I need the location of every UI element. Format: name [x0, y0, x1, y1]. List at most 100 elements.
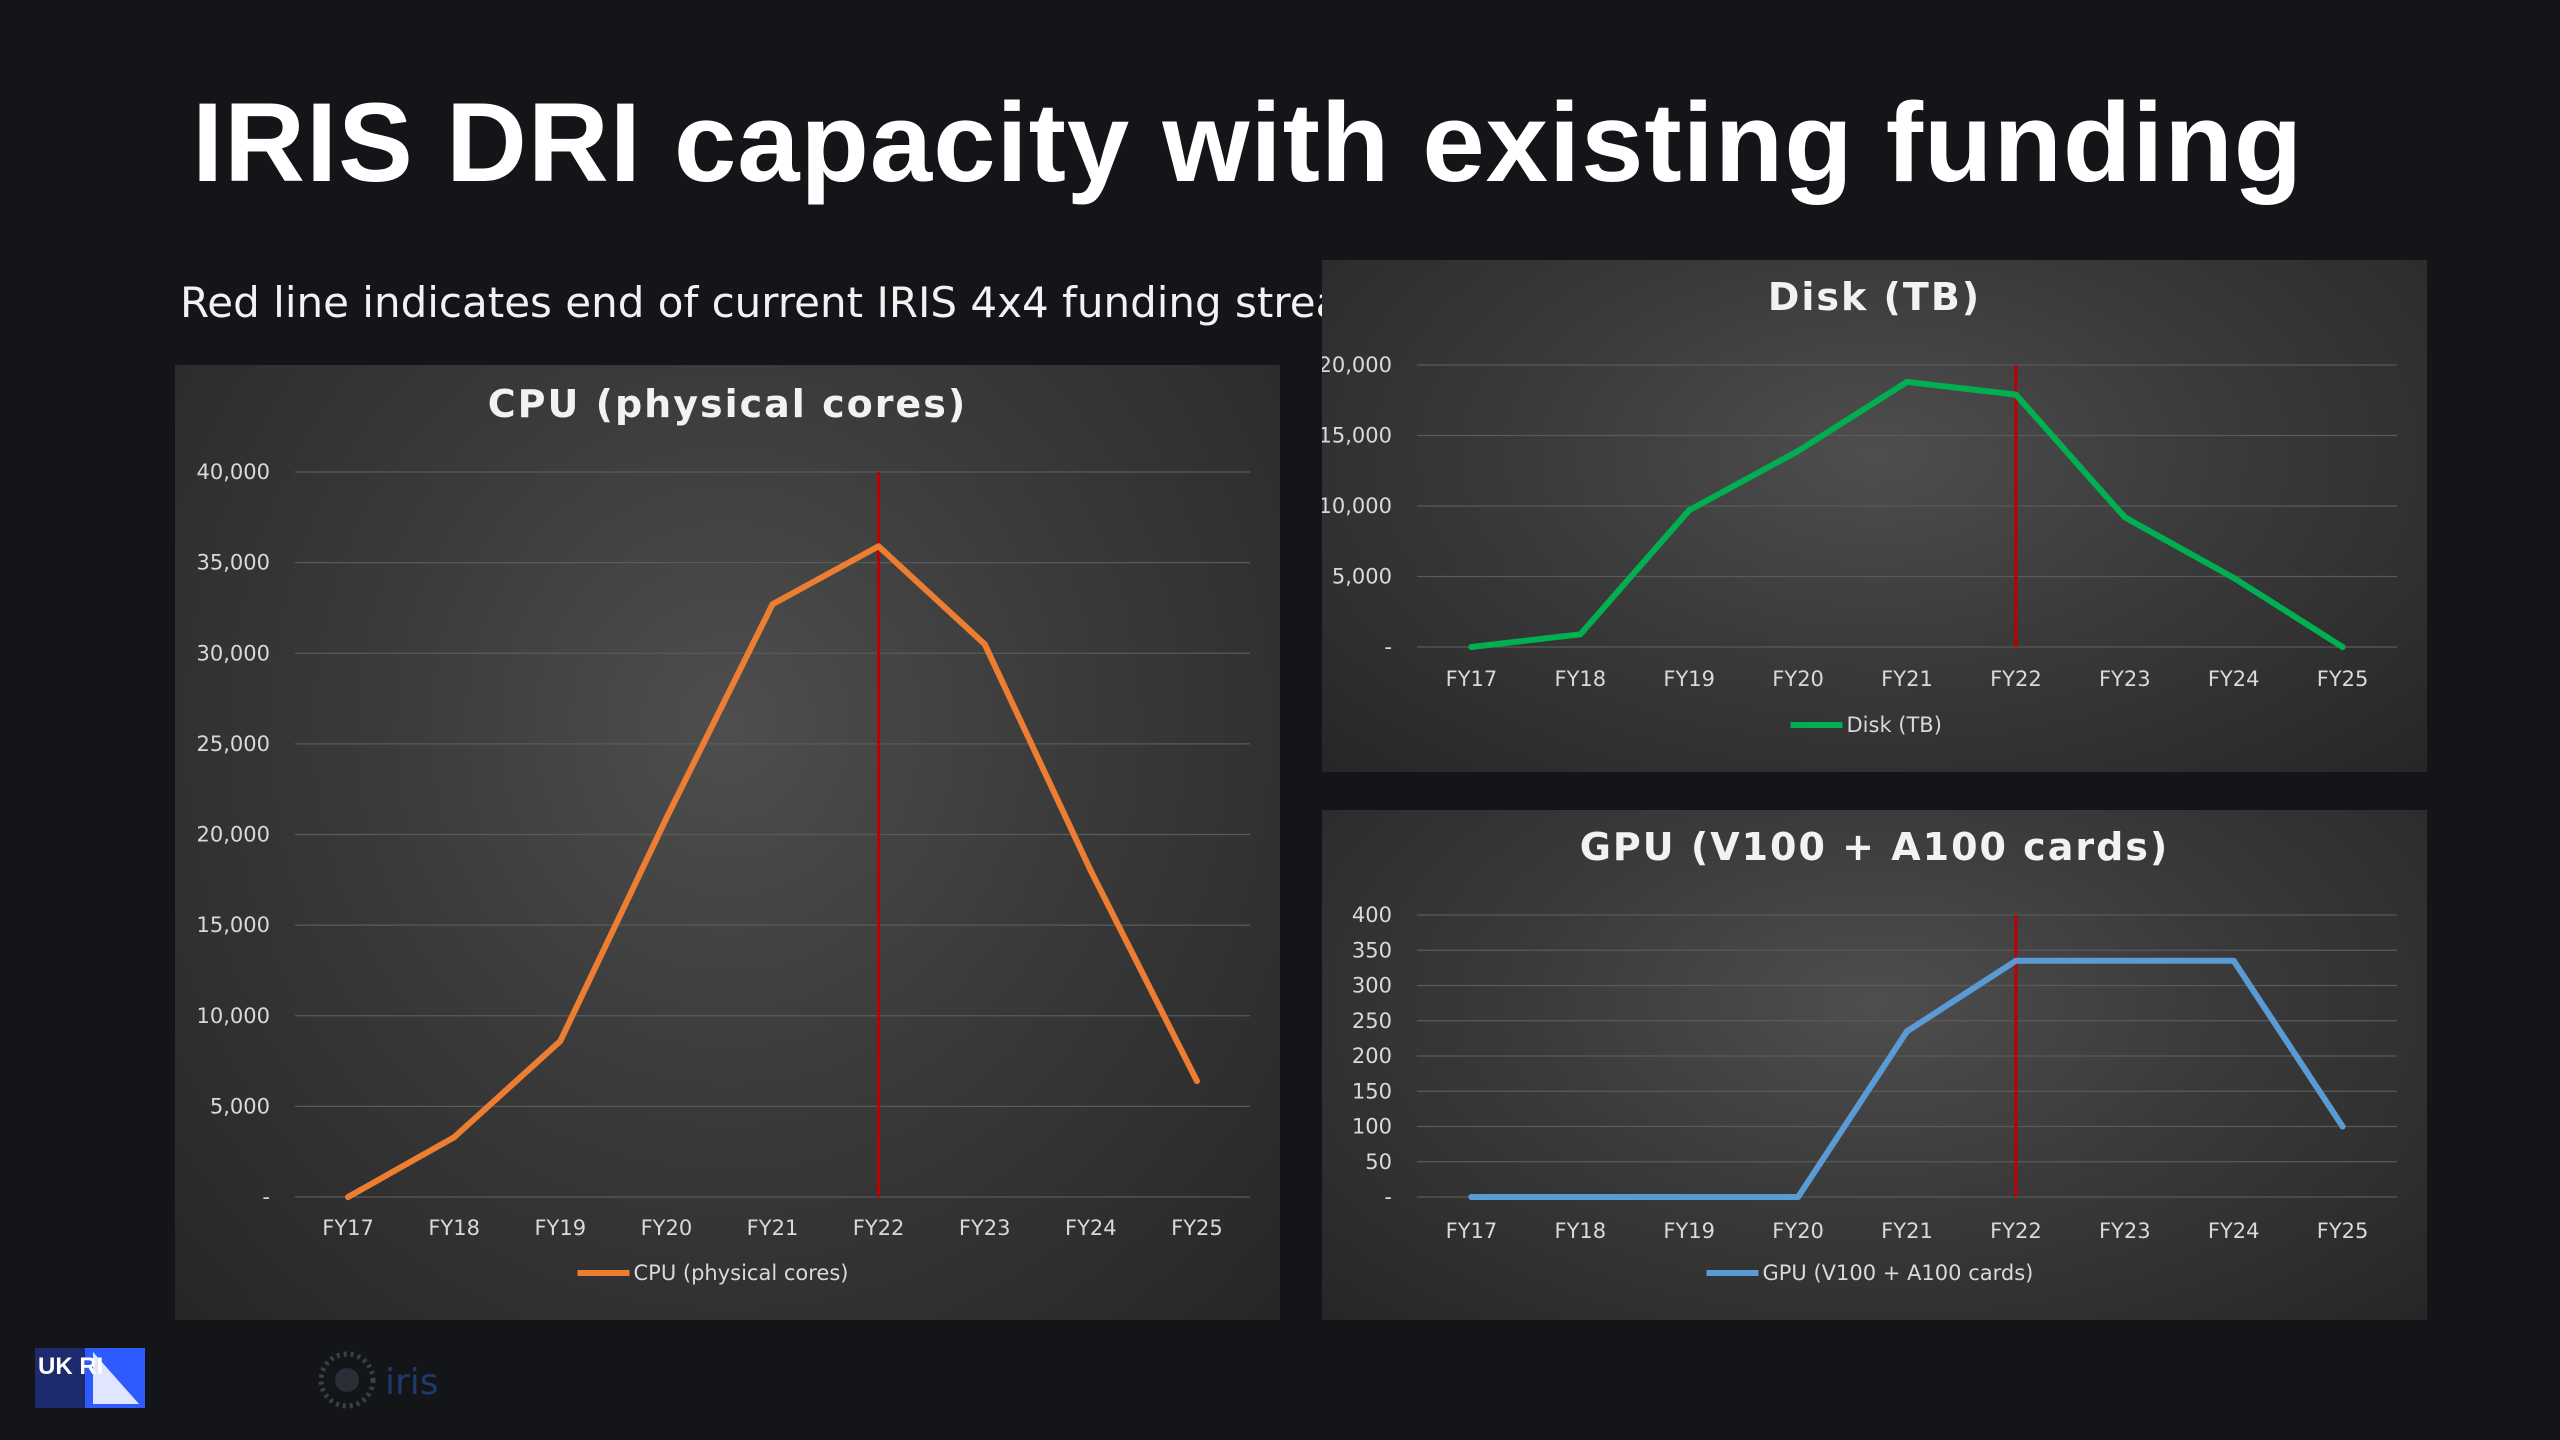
slide-subtitle: Red line indicates end of current IRIS 4… — [180, 278, 1383, 327]
cpu-chart-panel: CPU (physical cores) - 5,000 10,000 15,000 20… — [175, 365, 1280, 1320]
cpu-y-tick-label: 10,000 — [197, 1004, 270, 1028]
gpu-y-tick-label: 50 — [1365, 1150, 1392, 1174]
disk-data-point — [1904, 378, 1910, 385]
disk-x-tick-label: FY21 — [1881, 667, 1933, 691]
cpu-chart-title: CPU (physical cores) — [488, 382, 967, 426]
gpu-y-tick-label: 300 — [1352, 974, 1392, 998]
gpu-data-point — [1795, 1194, 1802, 1200]
iris-logo-core — [335, 1368, 359, 1392]
disk-x-tick-label: FY18 — [1555, 667, 1607, 691]
gpu-data-point — [1686, 1194, 1693, 1200]
gpu-y-tick-label: 250 — [1352, 1009, 1392, 1033]
disk-x-tick-label: FY22 — [1990, 667, 2042, 691]
cpu-data-point — [875, 543, 882, 550]
ukri-logo-block — [35, 1348, 85, 1408]
gpu-x-tick-label: FY18 — [1555, 1219, 1607, 1243]
disk-data-point — [1795, 448, 1802, 455]
disk-data-point — [2121, 514, 2128, 521]
gpu-x-tick-label: FY23 — [2099, 1219, 2151, 1243]
iris-logo-ring — [318, 1351, 376, 1409]
gpu-data-point — [1468, 1194, 1475, 1200]
cpu-x-tick-label: FY25 — [1171, 1216, 1223, 1240]
gpu-data-point — [2230, 957, 2237, 964]
cpu-x-tick-label: FY21 — [747, 1216, 799, 1240]
gpu-y-tick-label: - — [1384, 1185, 1392, 1209]
cpu-x-tick-label: FY22 — [853, 1216, 905, 1240]
disk-x-tick-label: FY19 — [1663, 667, 1715, 691]
disk-x-tick-label: FY24 — [2208, 667, 2260, 691]
gpu-y-tick-label: 400 — [1352, 903, 1392, 927]
disk-y-tick-label: 10,000 — [1322, 494, 1392, 518]
cpu-chart: CPU (physical cores) - 5,000 10,000 15,000 20… — [197, 382, 1250, 1285]
gpu-x-tick-label: FY17 — [1446, 1219, 1498, 1243]
disk-x-tick-label: FY25 — [2317, 667, 2369, 691]
disk-data-point — [2012, 391, 2019, 398]
cpu-x-tick-label: FY23 — [959, 1216, 1011, 1240]
disk-data-point — [1686, 507, 1693, 514]
cpu-data-point — [1087, 867, 1094, 874]
gpu-y-tick-label: 150 — [1352, 1079, 1392, 1103]
cpu-series-line — [345, 543, 1200, 1200]
cpu-legend-label: CPU (physical cores) — [634, 1261, 849, 1285]
disk-data-point — [1468, 644, 1475, 650]
gpu-x-tick-label: FY20 — [1772, 1219, 1824, 1243]
disk-y-tick-label: 15,000 — [1322, 424, 1392, 448]
disk-x-tick-label: FY20 — [1772, 667, 1824, 691]
cpu-data-point — [981, 641, 988, 648]
gpu-x-tick-label: FY22 — [1990, 1219, 2042, 1243]
gpu-y-tick-label: 100 — [1352, 1115, 1392, 1139]
gpu-data-point — [2012, 957, 2019, 964]
gpu-x-tick-label: FY21 — [1881, 1219, 1933, 1243]
disk-x-tick-label: FY17 — [1446, 667, 1498, 691]
disk-chart: Disk (TB) - 5,000 10,000 15,000 20,000 FY17 FY1… — [1322, 275, 2397, 737]
gpu-data-point — [2121, 957, 2128, 964]
gpu-x-tick-label: FY24 — [2208, 1219, 2260, 1243]
cpu-x-tick-label: FY19 — [534, 1216, 586, 1240]
gpu-data-point — [2339, 1123, 2346, 1130]
iris-logo-text: iris — [385, 1362, 439, 1403]
ukri-logo-shape — [93, 1352, 139, 1404]
disk-chart-panel: Disk (TB) - 5,000 10,000 15,000 20,000 FY17 FY1… — [1322, 260, 2427, 772]
disk-chart-title: Disk (TB) — [1768, 275, 1981, 319]
gpu-data-point — [1577, 1194, 1584, 1200]
cpu-y-tick-label: 40,000 — [197, 460, 270, 484]
cpu-data-point — [769, 601, 776, 608]
disk-y-tick-label: 20,000 — [1322, 353, 1392, 377]
cpu-y-tick-label: 5,000 — [210, 1094, 270, 1118]
disk-series-line — [1468, 378, 2346, 650]
gpu-chart-panel: GPU (V100 + A100 cards) - 50 100 150 200 250 30… — [1322, 810, 2427, 1320]
gpu-data-point — [1904, 1028, 1910, 1035]
cpu-data-point — [345, 1194, 352, 1200]
gpu-x-tick-label: FY25 — [2317, 1219, 2369, 1243]
cpu-y-tick-label: - — [262, 1185, 270, 1209]
disk-data-point — [1577, 631, 1584, 638]
disk-data-point — [2339, 644, 2346, 650]
cpu-data-point — [557, 1038, 564, 1045]
cpu-y-tick-label: 30,000 — [197, 641, 270, 665]
cpu-data-point — [1193, 1078, 1200, 1084]
slide-title: IRIS DRI capacity with existing funding — [192, 80, 2304, 205]
cpu-y-tick-label: 35,000 — [197, 551, 270, 575]
disk-y-tick-label: - — [1384, 635, 1392, 659]
gpu-y-tick-label: 200 — [1352, 1044, 1392, 1068]
cpu-y-tick-label: 20,000 — [197, 823, 270, 847]
cpu-data-point — [663, 815, 670, 822]
cpu-x-tick-label: FY18 — [428, 1216, 480, 1240]
ukri-logo: UK RI — [35, 1348, 145, 1408]
cpu-x-tick-label: FY17 — [322, 1216, 374, 1240]
gpu-chart: GPU (V100 + A100 cards) - 50 100 150 200 250 30… — [1352, 825, 2397, 1285]
cpu-x-tick-label: FY20 — [641, 1216, 693, 1240]
gpu-legend-label: GPU (V100 + A100 cards) — [1763, 1261, 2034, 1285]
cpu-y-tick-label: 25,000 — [197, 732, 270, 756]
cpu-y-tick-label: 15,000 — [197, 913, 270, 937]
disk-y-tick-label: 5,000 — [1332, 565, 1392, 589]
footer-logos: UK RI iris — [35, 1348, 439, 1409]
disk-x-tick-label: FY23 — [2099, 667, 2151, 691]
disk-legend-label: Disk (TB) — [1847, 713, 1942, 737]
gpu-y-tick-label: 350 — [1352, 938, 1392, 962]
cpu-x-tick-label: FY24 — [1065, 1216, 1117, 1240]
ukri-logo-text: UK RI — [38, 1353, 103, 1380]
disk-data-point — [2230, 574, 2237, 581]
iris-logo: iris — [318, 1351, 439, 1409]
cpu-data-point — [451, 1134, 458, 1141]
